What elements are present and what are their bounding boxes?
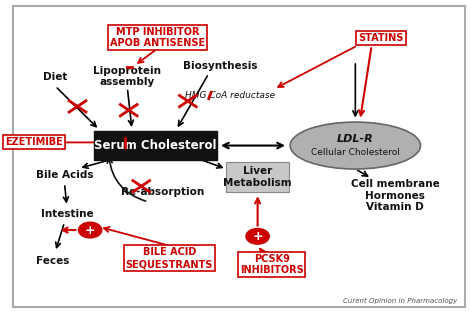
Text: HMG CoA reductase: HMG CoA reductase bbox=[185, 91, 275, 100]
Text: Diet: Diet bbox=[43, 72, 67, 82]
Text: EZETIMIBE: EZETIMIBE bbox=[5, 137, 63, 147]
Text: PCSK9
INHIBITORS: PCSK9 INHIBITORS bbox=[240, 254, 303, 275]
Text: Biosynthesis: Biosynthesis bbox=[183, 61, 258, 71]
Text: Re-absorption: Re-absorption bbox=[120, 187, 204, 198]
Text: Curent Opinion in Pharmacology: Curent Opinion in Pharmacology bbox=[344, 297, 458, 304]
Text: +: + bbox=[85, 223, 95, 237]
Text: Cell membrane
Hormones
Vitamin D: Cell membrane Hormones Vitamin D bbox=[350, 179, 439, 212]
Circle shape bbox=[246, 228, 269, 244]
Text: +: + bbox=[252, 230, 263, 243]
Text: Bile Acids: Bile Acids bbox=[36, 170, 93, 180]
Text: Lipoprotein
assembly: Lipoprotein assembly bbox=[93, 66, 161, 88]
Text: MTP INHIBITOR
APOB ANTISENSE: MTP INHIBITOR APOB ANTISENSE bbox=[110, 27, 205, 49]
Text: Intestine: Intestine bbox=[40, 209, 93, 219]
Circle shape bbox=[79, 222, 102, 238]
Text: Serum Cholesterol: Serum Cholesterol bbox=[94, 139, 217, 152]
Text: Cellular Cholesterol: Cellular Cholesterol bbox=[311, 148, 400, 157]
Text: BILE ACID
SEQUESTRANTS: BILE ACID SEQUESTRANTS bbox=[126, 247, 213, 269]
Text: STATINS: STATINS bbox=[358, 33, 404, 43]
Text: Liver
Metabolism: Liver Metabolism bbox=[223, 166, 292, 188]
FancyBboxPatch shape bbox=[226, 162, 289, 192]
Text: Feces: Feces bbox=[36, 256, 70, 266]
FancyBboxPatch shape bbox=[93, 131, 217, 160]
Ellipse shape bbox=[290, 122, 420, 169]
FancyBboxPatch shape bbox=[13, 6, 465, 307]
Text: LDL-R: LDL-R bbox=[337, 134, 374, 144]
